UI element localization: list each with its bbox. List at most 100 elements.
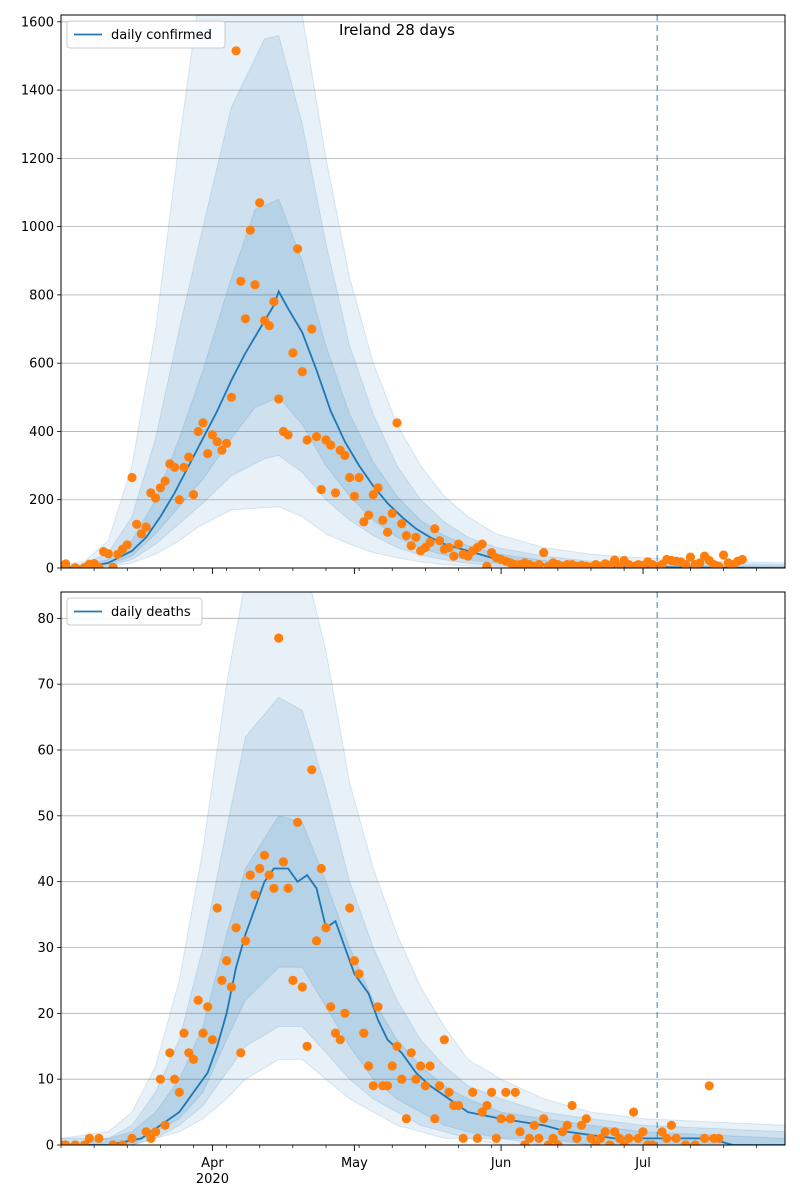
observed-point bbox=[681, 1140, 691, 1145]
observed-point bbox=[255, 863, 265, 874]
observed-point bbox=[151, 493, 161, 503]
observed-point bbox=[316, 863, 326, 874]
observed-point bbox=[207, 430, 217, 440]
observed-point bbox=[647, 1140, 658, 1145]
observed-point bbox=[382, 1081, 393, 1091]
observed-point bbox=[103, 549, 113, 559]
observed-point bbox=[307, 324, 317, 334]
y-tick-label: 40 bbox=[37, 875, 54, 890]
uncertainty-band-outer bbox=[61, 592, 785, 1145]
observed-point bbox=[203, 449, 213, 459]
observed-point bbox=[170, 462, 180, 472]
observed-point bbox=[288, 348, 298, 358]
observed-point bbox=[510, 1087, 520, 1097]
observed-point bbox=[316, 484, 326, 495]
observed-point bbox=[666, 1120, 677, 1130]
observed-point bbox=[226, 392, 236, 402]
y-tick-label: 400 bbox=[29, 425, 54, 440]
observed-point bbox=[297, 982, 307, 992]
observed-point bbox=[184, 1048, 194, 1058]
observed-point bbox=[373, 1002, 383, 1012]
observed-point bbox=[311, 432, 322, 442]
x-tick-label: Jun bbox=[490, 1156, 511, 1171]
observed-point bbox=[160, 1120, 170, 1130]
observed-point bbox=[572, 1133, 582, 1143]
observed-point bbox=[330, 488, 341, 498]
observed-point bbox=[392, 418, 402, 428]
observed-point bbox=[539, 548, 549, 558]
plot-area bbox=[61, 15, 785, 568]
observed-point bbox=[345, 472, 355, 483]
observed-point bbox=[482, 561, 492, 568]
observed-point bbox=[392, 1041, 402, 1051]
observed-point bbox=[477, 539, 487, 549]
observed-point bbox=[453, 1100, 464, 1111]
observed-point bbox=[633, 1133, 643, 1143]
y-tick-label: 70 bbox=[37, 678, 54, 693]
observed-point bbox=[368, 490, 378, 500]
y-tick-label: 30 bbox=[37, 941, 54, 956]
observed-point bbox=[695, 558, 705, 568]
observed-point bbox=[108, 562, 118, 568]
observed-point bbox=[397, 519, 407, 529]
observed-point bbox=[193, 995, 203, 1005]
legend-label: daily confirmed bbox=[111, 28, 212, 43]
observed-point bbox=[259, 850, 270, 860]
observed-point bbox=[435, 1081, 445, 1091]
observed-point bbox=[624, 1133, 634, 1143]
observed-point bbox=[326, 1002, 336, 1012]
legend: daily deaths bbox=[66, 597, 203, 626]
observed-point bbox=[245, 870, 255, 880]
observed-point bbox=[700, 1133, 710, 1143]
observed-point bbox=[155, 1074, 165, 1084]
observed-point bbox=[397, 1074, 407, 1084]
observed-point bbox=[141, 522, 151, 532]
observed-point bbox=[614, 1133, 625, 1143]
chart-title: Ireland 28 days bbox=[339, 21, 455, 39]
observed-point bbox=[231, 923, 241, 933]
observed-point bbox=[307, 765, 317, 775]
observed-point bbox=[122, 540, 132, 550]
observed-point bbox=[364, 1061, 374, 1071]
observed-point bbox=[278, 857, 288, 867]
observed-point bbox=[226, 982, 236, 992]
observed-point bbox=[378, 515, 388, 525]
observed-point bbox=[387, 1061, 397, 1071]
observed-point bbox=[198, 1028, 208, 1038]
observed-point bbox=[61, 559, 71, 568]
observed-point bbox=[132, 519, 142, 529]
observed-point bbox=[236, 276, 246, 286]
y-tick-label: 60 bbox=[37, 744, 54, 759]
observed-point bbox=[439, 1035, 449, 1045]
uncertainty-band-inner bbox=[61, 815, 785, 1145]
observed-point bbox=[255, 198, 265, 208]
observed-point bbox=[212, 437, 222, 447]
observed-point bbox=[222, 956, 232, 966]
observed-point bbox=[435, 536, 445, 546]
observed-point bbox=[657, 1127, 667, 1137]
observed-point bbox=[468, 1087, 478, 1097]
observed-point bbox=[458, 1133, 468, 1143]
observed-point bbox=[84, 1133, 94, 1143]
observed-point bbox=[250, 280, 260, 290]
plot-area bbox=[61, 592, 785, 1145]
observed-point bbox=[170, 1074, 180, 1084]
observed-point bbox=[345, 903, 355, 913]
observed-point bbox=[359, 1028, 369, 1038]
observed-point bbox=[382, 527, 393, 537]
observed-point bbox=[671, 1133, 681, 1143]
observed-point bbox=[326, 440, 336, 450]
observed-point bbox=[368, 1081, 378, 1091]
observed-point bbox=[231, 46, 241, 56]
observed-point bbox=[425, 1061, 435, 1071]
observed-point bbox=[203, 1002, 213, 1012]
observed-point bbox=[610, 555, 620, 565]
observed-point bbox=[685, 552, 696, 562]
observed-point bbox=[714, 561, 724, 568]
observed-point bbox=[704, 1081, 714, 1091]
observed-point bbox=[61, 1140, 71, 1145]
observed-point bbox=[174, 1087, 184, 1097]
observed-point bbox=[240, 936, 251, 946]
